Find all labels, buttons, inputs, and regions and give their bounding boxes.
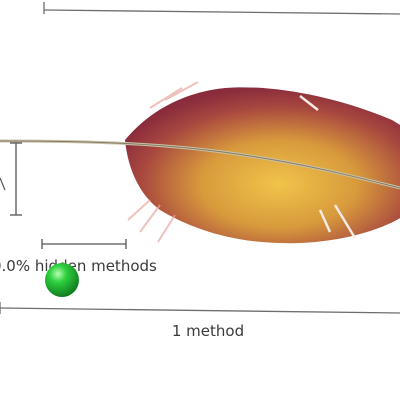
- method-count-label: 1 method: [171, 322, 245, 340]
- hidden-methods-bracket: [41, 239, 127, 249]
- hidden-methods-label: 0.0% hidden methods: [0, 257, 157, 275]
- green-ball-icon[interactable]: [45, 263, 79, 297]
- feather-image: [0, 81, 400, 244]
- top-bracket: [43, 2, 400, 15]
- left-bracket: [0, 142, 22, 216]
- bottom-bracket: [0, 302, 400, 314]
